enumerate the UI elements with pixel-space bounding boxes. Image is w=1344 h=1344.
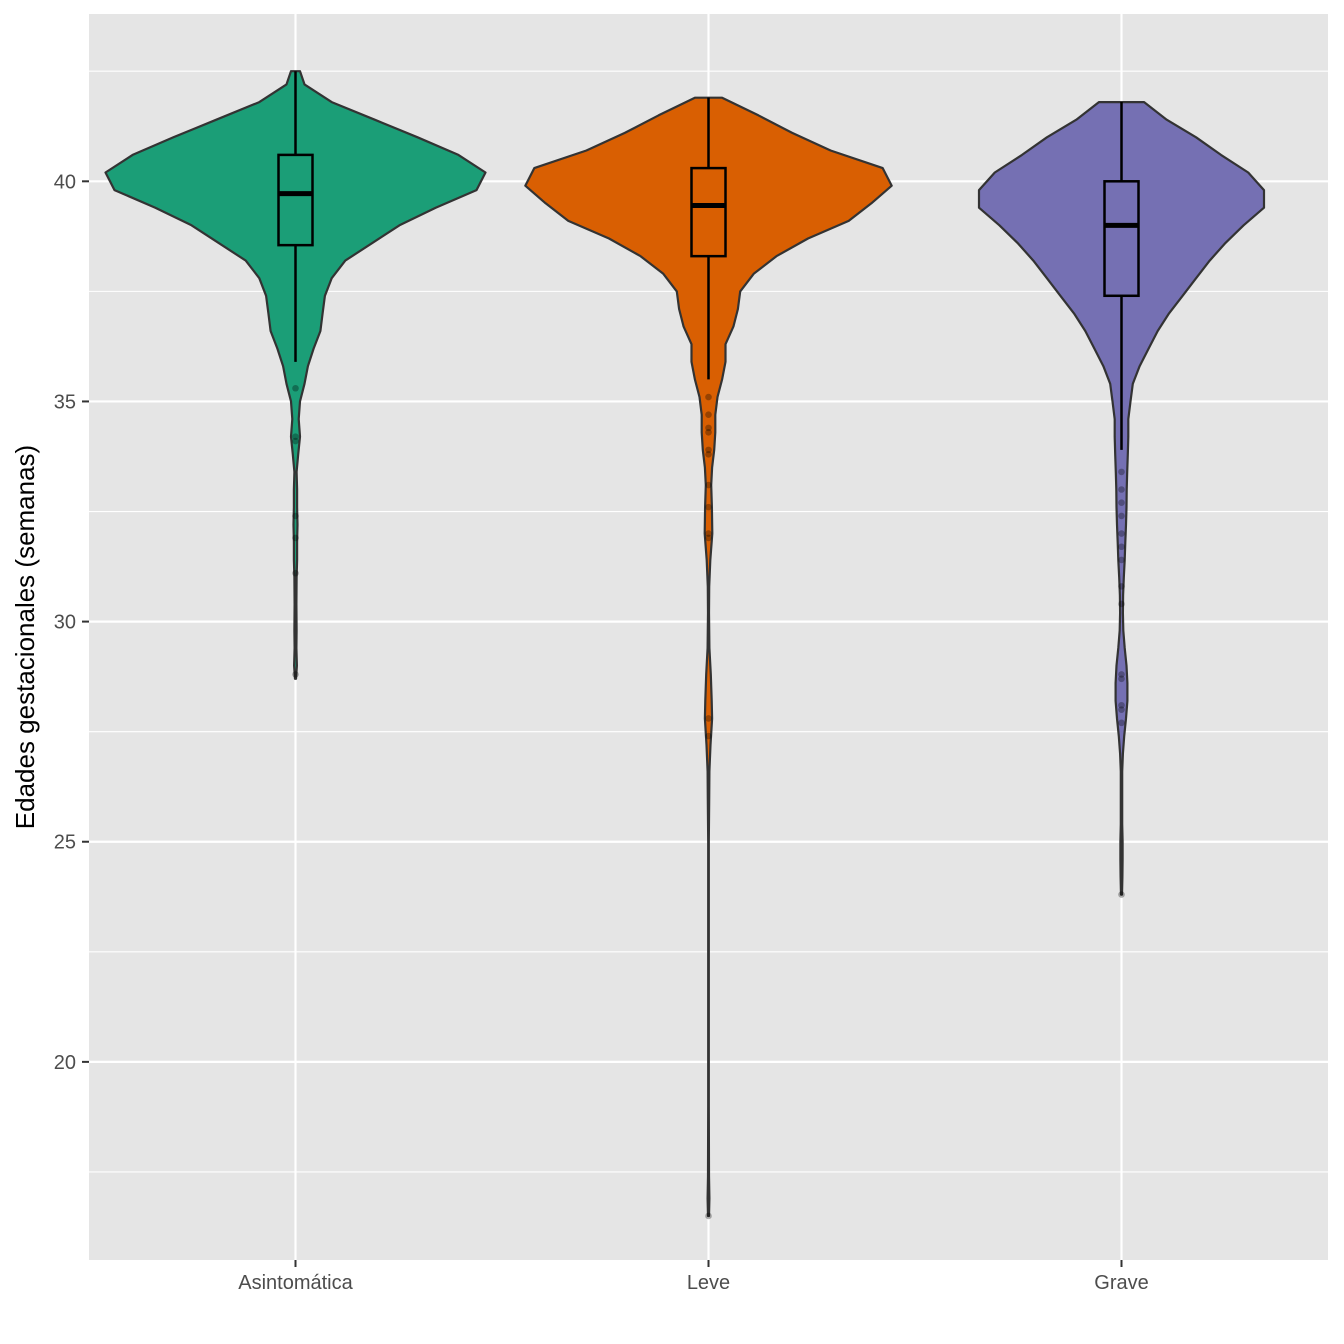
outlier-point — [1118, 675, 1125, 683]
x-tick-label: Grave — [1094, 1272, 1148, 1294]
y-tick-label: 40 — [54, 171, 76, 193]
outlier-point — [705, 428, 712, 436]
violin — [977, 101, 1266, 896]
outlier-point — [705, 715, 712, 722]
outlier-point — [705, 732, 712, 740]
violin-group-asintomática — [104, 70, 487, 680]
y-tick-label: 25 — [54, 832, 76, 854]
outlier-point — [705, 450, 712, 458]
outlier-point — [292, 671, 299, 678]
outlier-point — [1118, 701, 1125, 709]
outlier-point — [292, 433, 299, 440]
outlier-point — [1118, 891, 1125, 898]
outlier-point — [705, 530, 712, 537]
outlier-point — [1118, 706, 1125, 713]
outlier-point — [292, 437, 299, 445]
outlier-point — [1118, 583, 1125, 590]
x-tick-label: Leve — [687, 1272, 730, 1294]
y-tick-label: 35 — [54, 391, 76, 413]
box — [690, 166, 727, 258]
outlier-point — [1118, 719, 1125, 727]
outlier-point — [1118, 468, 1125, 476]
y-tick-label: 30 — [54, 612, 76, 634]
outlier-point — [705, 424, 712, 432]
box — [277, 153, 314, 247]
outlier-point — [1118, 499, 1125, 507]
outlier-point — [1118, 600, 1125, 608]
outlier-point — [292, 512, 299, 520]
axes: 20 25 30 35 40 Asintomática Leve Grave — [54, 171, 1149, 1294]
outlier-point — [1118, 671, 1125, 678]
y-tick-label: 20 — [54, 1052, 76, 1074]
x-tick-label: Asintomática — [238, 1272, 353, 1294]
outlier-point — [292, 534, 299, 542]
outlier-point — [705, 503, 712, 511]
outlier-point — [1118, 556, 1125, 564]
violin — [524, 96, 893, 1218]
outlier-point — [292, 569, 299, 577]
outlier-point — [1118, 486, 1125, 493]
outlier-point — [705, 411, 712, 418]
y-axis-title: Edades gestacionales (semanas) — [10, 445, 40, 829]
outlier-point — [292, 384, 299, 392]
violin — [104, 70, 487, 680]
outlier-point — [1118, 512, 1125, 520]
outlier-point — [705, 534, 712, 542]
outlier-point — [705, 481, 712, 489]
outlier-point — [705, 446, 712, 454]
outlier-point — [1118, 543, 1125, 551]
outlier-point — [705, 393, 712, 401]
outlier-point — [705, 1212, 712, 1220]
violins — [104, 70, 1266, 1220]
violin-group-grave — [977, 101, 1266, 898]
outlier-point — [1118, 530, 1125, 537]
violin-group-leve — [524, 96, 893, 1220]
box — [1103, 180, 1140, 298]
